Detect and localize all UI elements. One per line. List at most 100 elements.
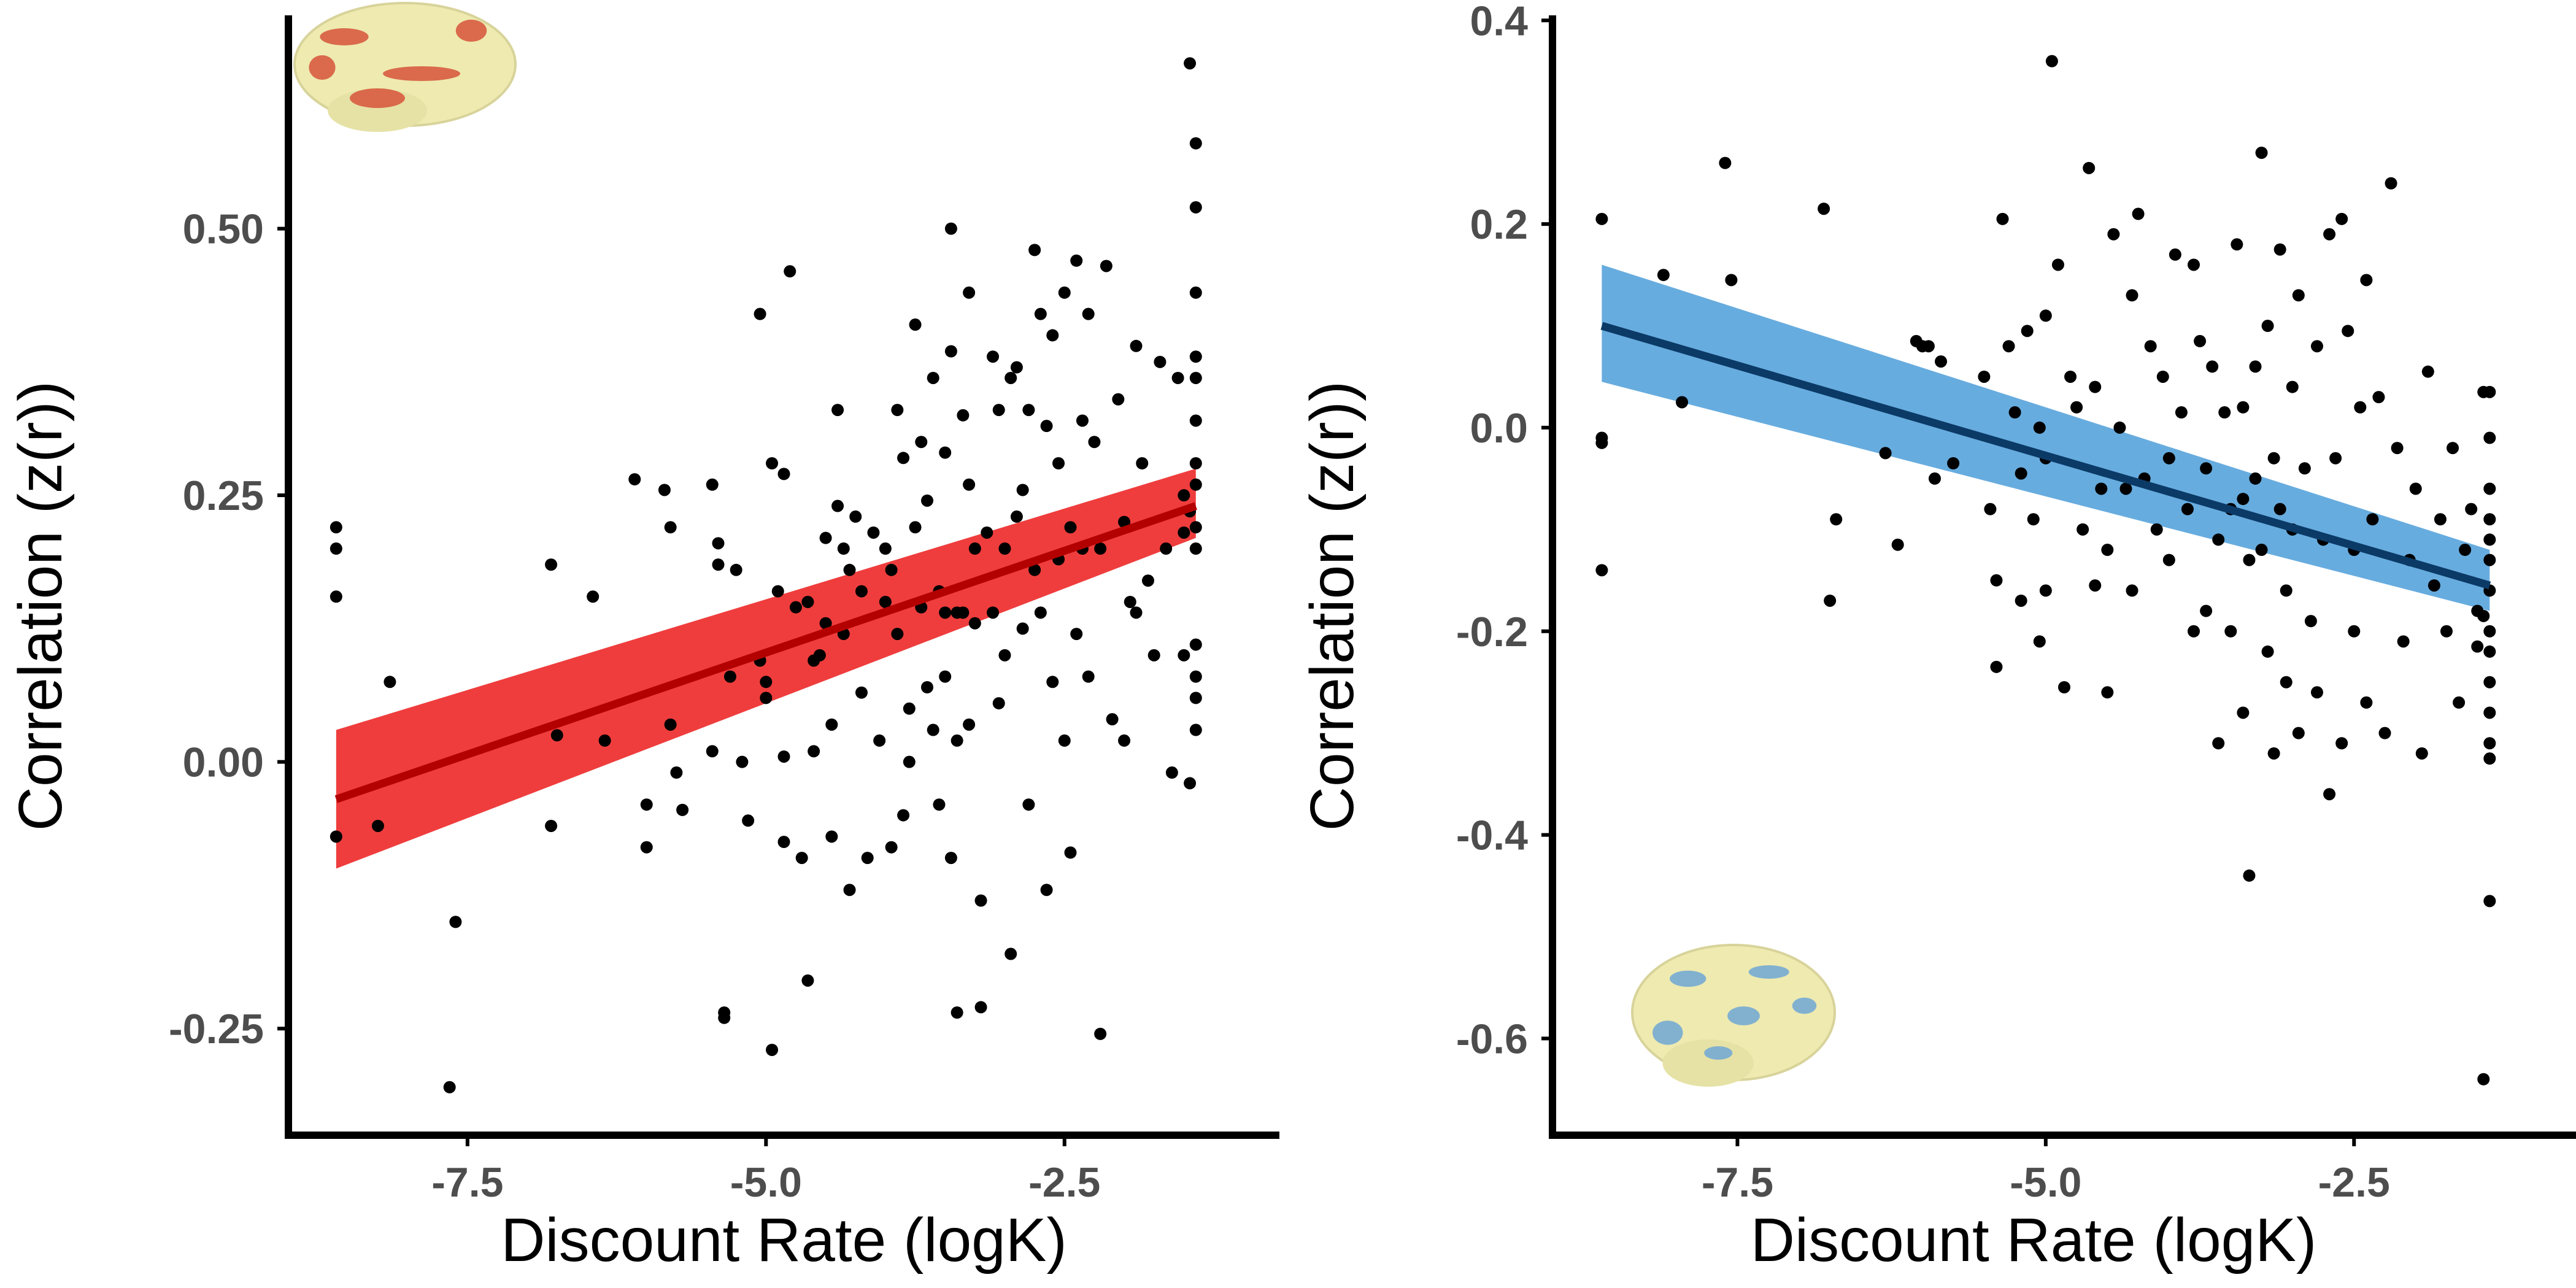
data-point: [1928, 472, 1941, 485]
data-point: [2194, 334, 2207, 347]
data-point: [754, 307, 766, 320]
data-point: [2212, 737, 2225, 750]
data-point: [1984, 503, 1997, 515]
data-point: [2292, 289, 2305, 302]
data-point: [2310, 686, 2323, 699]
data-point: [897, 809, 910, 822]
data-point: [968, 617, 981, 630]
data-point: [801, 595, 814, 608]
data-point: [670, 766, 683, 779]
data-point: [987, 350, 1000, 363]
data-point: [831, 499, 844, 512]
data-point: [2329, 452, 2342, 465]
data-point: [1058, 734, 1071, 747]
data-point: [1076, 414, 1089, 427]
brain-surface-blue-activation-icon: [1631, 944, 1836, 1087]
data-point: [1154, 355, 1167, 368]
data-point: [927, 371, 939, 384]
data-point: [879, 595, 892, 608]
data-point: [2483, 706, 2496, 719]
data-point: [2280, 584, 2293, 597]
data-point: [1034, 606, 1047, 619]
data-point: [1064, 846, 1077, 859]
y-tick-label: -0.6: [1456, 1016, 1528, 1062]
data-point: [974, 894, 987, 907]
data-point: [1189, 286, 1202, 299]
data-point: [2459, 544, 2472, 557]
data-point: [974, 1001, 987, 1014]
data-point: [1165, 766, 1178, 779]
data-point: [987, 606, 1000, 619]
data-point: [1106, 713, 1119, 726]
data-point: [992, 697, 1005, 710]
x-tick-label: -5.0: [2010, 1159, 2081, 1206]
data-point: [1070, 254, 1083, 267]
data-point: [2261, 320, 2274, 333]
data-point: [712, 558, 725, 571]
data-point: [2243, 553, 2256, 566]
data-point: [963, 478, 976, 491]
data-point: [2107, 228, 2120, 241]
data-point: [2231, 238, 2243, 251]
data-point: [1990, 574, 2003, 587]
data-point: [885, 563, 898, 576]
data-point: [1136, 457, 1149, 469]
y-tick-label: 0.50: [183, 206, 264, 253]
data-point: [777, 468, 790, 480]
data-point: [1189, 350, 1202, 363]
data-point: [873, 734, 886, 747]
data-point: [2188, 625, 2200, 638]
data-point: [1005, 371, 1017, 384]
data-point: [2200, 462, 2213, 475]
data-point: [849, 510, 862, 523]
data-point: [897, 452, 910, 465]
data-point: [2335, 212, 2348, 225]
data-point: [903, 755, 916, 768]
data-point: [2477, 1073, 2490, 1086]
data-point: [855, 585, 868, 598]
panel-right: -0.6 -0.4 -0.2 0.0 0.2 0.4 -7.5 -5.0 -2.5Discoun…: [1298, 0, 2576, 1275]
data-point: [944, 852, 957, 865]
data-point: [330, 542, 342, 555]
data-point: [1171, 371, 1184, 384]
data-point: [1189, 137, 1202, 150]
data-point: [2181, 503, 2194, 515]
data-point: [2089, 380, 2102, 393]
data-point: [1725, 274, 1738, 287]
data-point: [2483, 625, 2496, 638]
data-point: [1189, 723, 1202, 736]
data-point: [1189, 521, 1202, 534]
data-point: [2218, 406, 2231, 419]
data-point: [789, 601, 802, 614]
y-tick-label: 0.00: [183, 739, 264, 786]
data-point: [1818, 202, 1830, 215]
data-point: [2008, 406, 2021, 419]
data-point: [1147, 649, 1160, 661]
data-point: [2051, 258, 2064, 271]
data-point: [1040, 420, 1053, 433]
data-point: [2292, 727, 2305, 739]
data-point: [2249, 360, 2262, 373]
data-point: [1112, 393, 1125, 406]
data-point: [640, 841, 653, 854]
data-point: [587, 590, 600, 603]
data-point: [2126, 289, 2138, 302]
data-point: [909, 318, 922, 331]
data-point: [742, 814, 755, 827]
data-point: [2083, 161, 2096, 174]
data-point: [2021, 325, 2034, 337]
data-point: [837, 542, 850, 555]
data-point: [2237, 493, 2250, 506]
data-point: [628, 473, 641, 486]
data-point: [2255, 146, 2268, 159]
data-point: [1046, 676, 1059, 688]
y-tick-label: 0.2: [1470, 201, 1528, 248]
y-tick-label: -0.4: [1456, 812, 1528, 859]
data-point: [1064, 521, 1077, 534]
data-point: [2483, 431, 2496, 444]
data-point: [944, 222, 957, 235]
data-point: [330, 590, 342, 603]
data-point: [1189, 670, 1202, 683]
